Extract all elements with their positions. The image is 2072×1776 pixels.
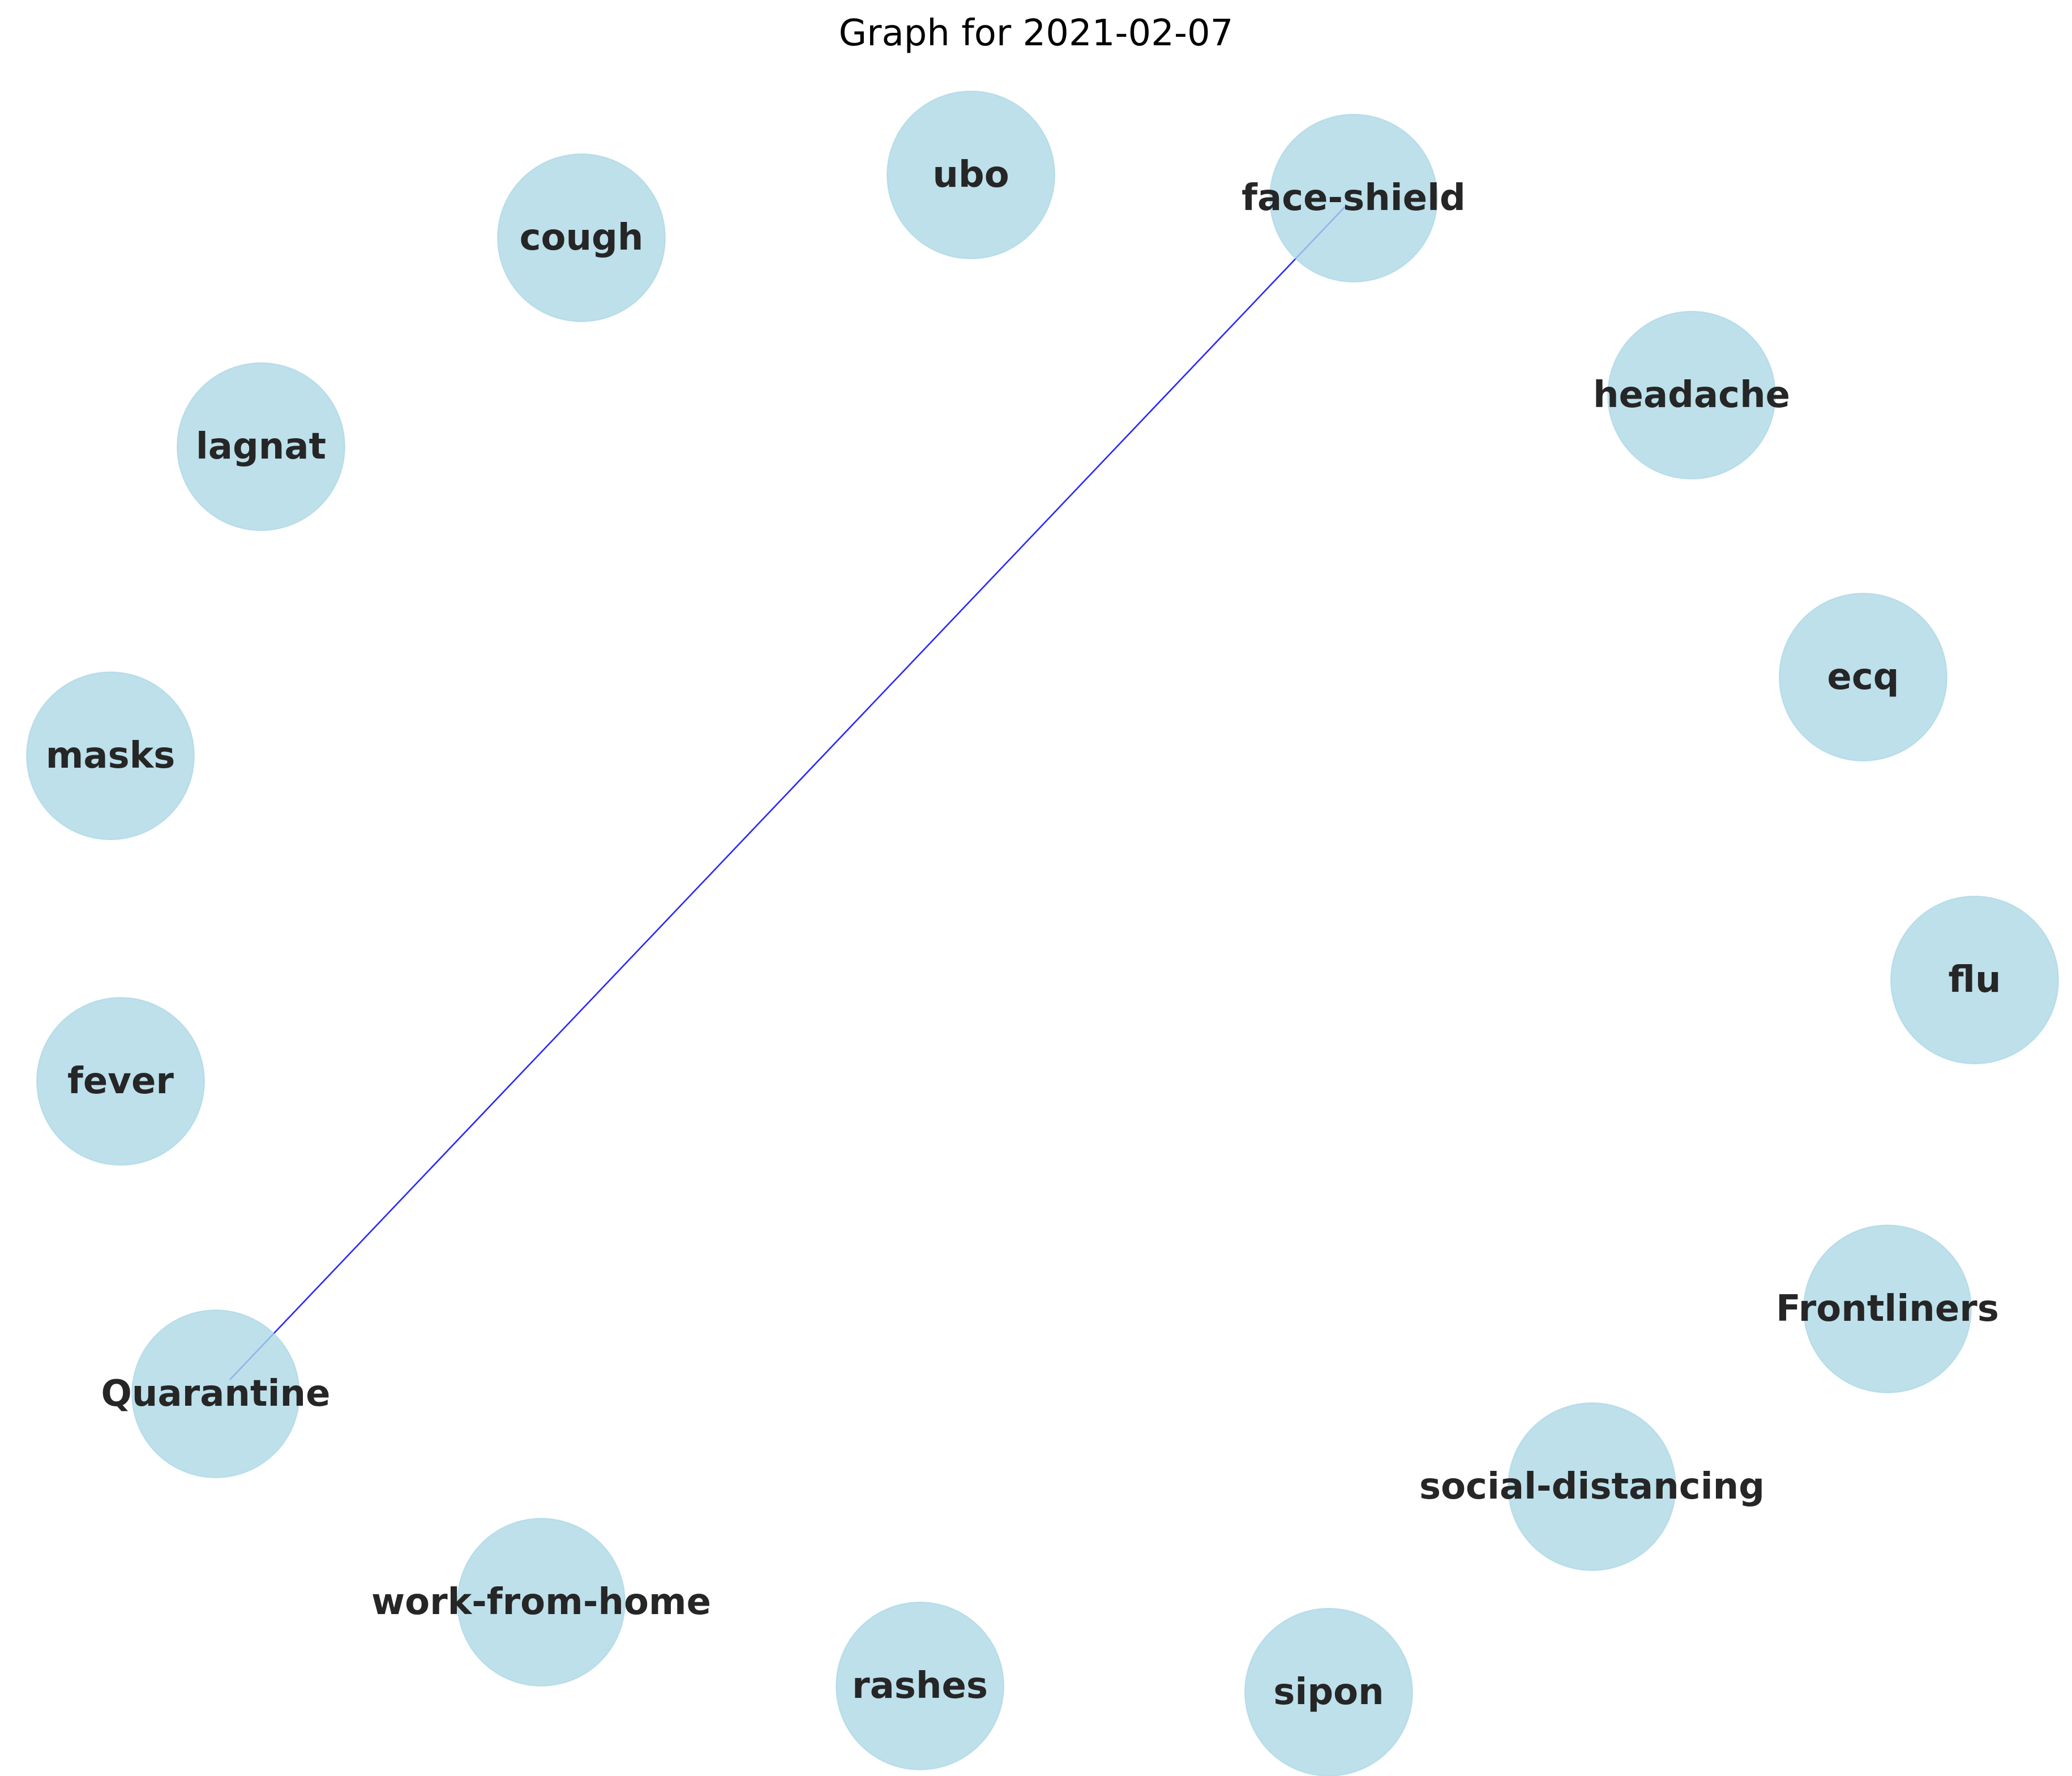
node-label: ubo [932,154,1009,196]
node-circle [1779,593,1947,761]
node-headache: headache [1593,311,1790,480]
node-sipon: sipon [1244,1608,1413,1776]
node-Frontliners: Frontliners [1776,1225,1999,1393]
node-circle [836,1602,1004,1770]
node-label: sipon [1273,1671,1384,1713]
node-label: fever [67,1060,174,1102]
node-label: social-distancing [1419,1466,1765,1508]
graph-title: Graph for 2021-02-07 [839,12,1234,54]
node-circle [177,362,345,531]
node-label: lagnat [196,426,326,468]
node-label: ecq [1827,656,1899,698]
node-label: Frontliners [1776,1288,1999,1330]
node-circle [36,997,205,1166]
node-circle [131,1309,300,1478]
node-label: masks [46,735,175,777]
node-face-shield: face-shield [1242,114,1466,283]
node-label: work-from-home [371,1581,711,1623]
node-fever: fever [36,997,205,1166]
node-label: flu [1949,959,2001,1001]
node-cough: cough [497,153,666,322]
node-circle [1269,114,1438,283]
node-circle [1508,1402,1676,1571]
node-masks: masks [26,671,195,840]
node-lagnat: lagnat [177,362,345,531]
node-circle [457,1518,626,1687]
edge-face-shield-Quarantine [229,206,1346,1380]
edges-layer [229,206,1346,1380]
node-circle [1803,1225,1972,1393]
node-ecq: ecq [1779,593,1947,761]
node-circle [26,671,195,840]
node-circle [1890,896,2059,1064]
node-circle [887,91,1055,259]
node-label: face-shield [1242,177,1466,219]
node-Quarantine: Quarantine [101,1309,331,1478]
node-label: headache [1593,374,1790,416]
node-circle [497,153,666,322]
node-label: Quarantine [101,1373,331,1415]
node-circle [1607,311,1776,480]
node-ubo: ubo [887,91,1055,259]
node-flu: flu [1890,896,2059,1064]
node-label: rashes [852,1665,988,1707]
node-circle [1244,1608,1413,1776]
node-rashes: rashes [836,1602,1004,1770]
node-work-from-home: work-from-home [371,1518,711,1687]
nodes-layer: ubo face-shield cough headache lagnat ecq mask… [26,91,2059,1776]
node-social-distancing: social-distancing [1419,1402,1765,1571]
node-label: cough [520,217,644,259]
